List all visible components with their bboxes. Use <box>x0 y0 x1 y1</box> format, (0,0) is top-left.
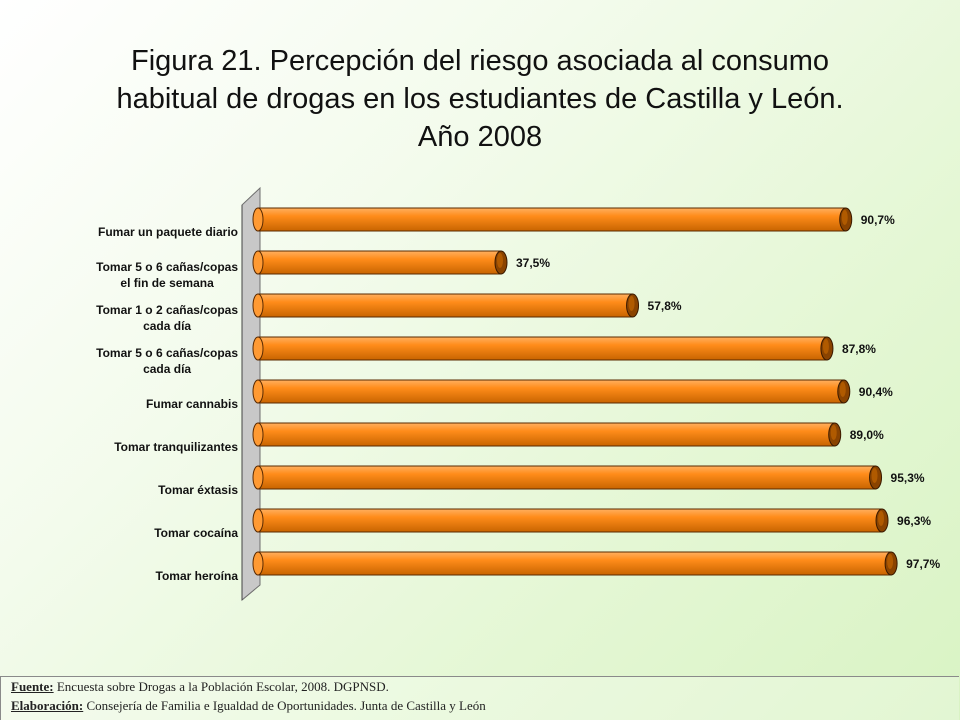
credit-label: Elaboración: <box>11 698 84 713</box>
bar <box>252 379 851 404</box>
bar <box>252 207 853 232</box>
credit-text: Consejería de Familia e Igualdad de Opor… <box>86 698 486 713</box>
title-line-3: Año 2008 <box>417 121 543 153</box>
data-label: 87,8% <box>842 342 876 356</box>
source-line: Fuente: Encuesta sobre Drogas a la Pobla… <box>11 679 389 695</box>
data-label: 89,0% <box>850 428 884 442</box>
bar <box>252 508 889 533</box>
bar <box>252 336 834 361</box>
chart-title: Figura 21. Percepción del riesgo asociad… <box>40 42 920 156</box>
bar <box>252 293 640 318</box>
category-label: Fumar cannabis <box>146 397 238 411</box>
category-label: Fumar un paquete diario <box>98 225 238 239</box>
bar <box>252 250 508 275</box>
data-label: 37,5% <box>516 256 550 270</box>
data-label: 90,7% <box>861 213 895 227</box>
bar <box>252 551 898 576</box>
category-label: Tomar tranquilizantes <box>114 440 238 454</box>
category-label: Tomar 1 o 2 cañas/copas cada día <box>96 303 238 333</box>
title-line-2: habitual de drogas en los estudiantes de… <box>116 83 844 115</box>
title-line-1: Figura 21. Percepción del riesgo asociad… <box>130 45 829 77</box>
data-label: 57,8% <box>648 299 682 313</box>
bar <box>252 422 842 447</box>
category-label: Tomar heroína <box>156 569 239 583</box>
data-label: 95,3% <box>891 471 925 485</box>
category-label: Tomar 5 o 6 cañas/copas el fin de semana <box>96 260 238 290</box>
source-label: Fuente: <box>11 679 54 694</box>
footer: Fuente: Encuesta sobre Drogas a la Pobla… <box>0 676 959 720</box>
data-label: 97,7% <box>906 557 940 571</box>
bar-chart: 90,7% 37,5% 57,8% 87,8% 90,4% 89,0% 95,3% 96,3%… <box>96 186 940 602</box>
credit-line: Elaboración: Consejería de Familia e Igu… <box>11 698 486 714</box>
source-text: Encuesta sobre Drogas a la Población Esc… <box>56 679 389 694</box>
category-label: Tomar éxtasis <box>158 483 238 497</box>
data-label: 90,4% <box>859 385 893 399</box>
bar <box>252 465 883 490</box>
category-label: Tomar 5 o 6 cañas/copas cada día <box>96 346 238 376</box>
data-label: 96,3% <box>897 514 931 528</box>
category-label: Tomar cocaína <box>154 526 238 540</box>
